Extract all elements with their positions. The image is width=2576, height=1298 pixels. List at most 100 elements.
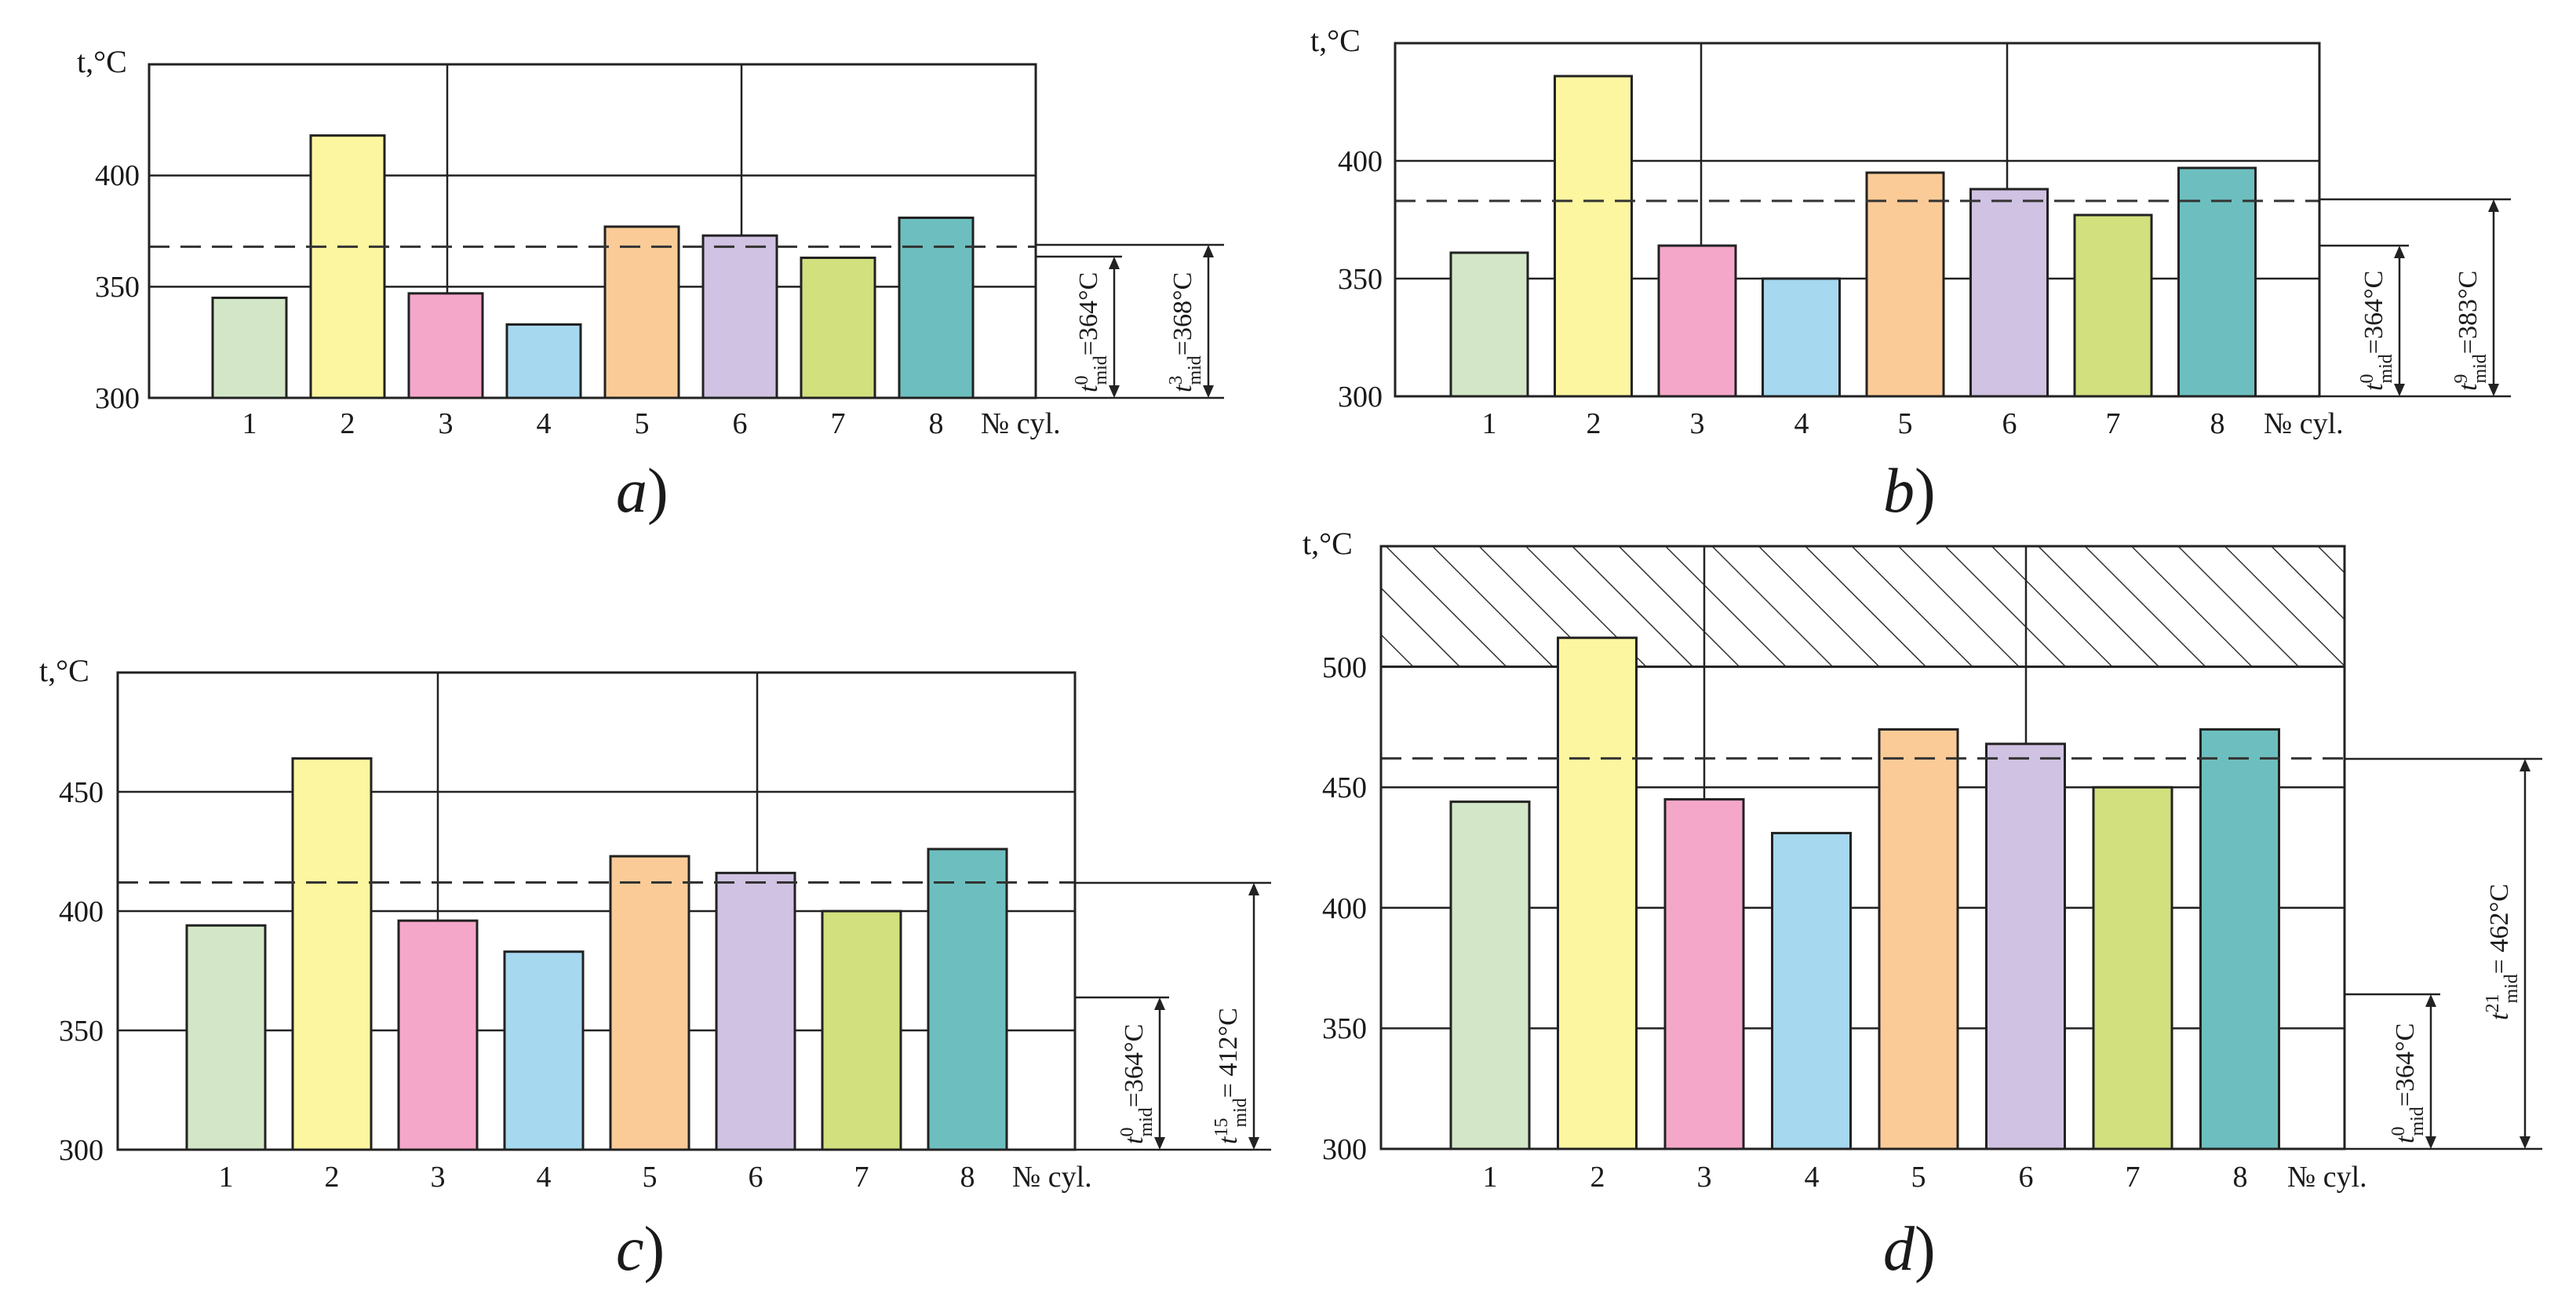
panel-a-annotation-text: =364°C xyxy=(1074,272,1103,355)
panel-c-label: c) xyxy=(616,1215,665,1284)
panel-a-xtick-labels: 1 2 3 4 5 6 7 8 xyxy=(242,407,944,440)
panel-b-bar-cyl-1 xyxy=(1449,251,1529,398)
panel-c-ytick-labels: 300 350 400 450 xyxy=(59,776,104,1167)
panel-b-ytick-label: 300 xyxy=(1338,381,1383,414)
panel-a-xtick-label: 6 xyxy=(733,407,748,440)
panel-d-arrowhead xyxy=(2520,1136,2530,1149)
panel-a-bar-cyl-4 xyxy=(505,323,582,399)
panel-b-label-paren: ) xyxy=(1915,457,1936,526)
panel-a-annotation-mean: t3mid=368°C xyxy=(1166,272,1205,392)
panel-d-grid-layer xyxy=(1381,546,2345,1149)
panel-d-ytick-label: 300 xyxy=(1322,1133,1367,1166)
panel-d-arrowhead xyxy=(2520,759,2530,771)
panel-c-arrowhead xyxy=(1154,997,1165,1010)
panel-d-annotation-sup: 21 xyxy=(2483,994,2503,1013)
panel-b-annotation-text: =383°C xyxy=(2454,271,2483,354)
panel-b-bar-cyl-4 xyxy=(1762,277,1841,398)
panel-c-ytick-label: 400 xyxy=(59,895,104,928)
panel-b-bar-cyl-7 xyxy=(2073,213,2153,398)
panel-a-arrowhead xyxy=(1203,245,1214,257)
panel-a-annotation-sup: 3 xyxy=(1166,376,1186,385)
panel-c-xtick-label: 4 xyxy=(537,1161,552,1194)
panel-b-xtick-label: 7 xyxy=(2106,407,2121,440)
panel-b-bar-cyl-2 xyxy=(1554,75,1633,398)
panel-a-arrowhead xyxy=(1203,385,1214,398)
panel-a-xtick-label: 7 xyxy=(831,407,846,440)
panel-d-hatched-zone xyxy=(1379,545,2346,669)
panel-c-bar-cyl-4 xyxy=(503,950,585,1151)
panel-a-bar-cyl-6 xyxy=(701,234,778,399)
panel-b-bar-cyl-6 xyxy=(1969,188,2049,398)
panel-b-plot-frame xyxy=(1394,42,2321,398)
panel-c-annotation-sub: mid xyxy=(1136,1107,1157,1136)
panel-b-annotation-baseline-mean: t0mid=364°C xyxy=(2357,271,2396,391)
panel-d-label: d) xyxy=(1883,1215,1936,1284)
panel-a-label: a) xyxy=(616,457,669,526)
panel-d-y-axis-label: t,°C xyxy=(1303,526,1353,561)
panel-d-ytick-label: 350 xyxy=(1322,1012,1367,1045)
panel-d-annotation-text: = 462°C xyxy=(2485,884,2514,974)
panel-d-annotation-sub: mid xyxy=(2501,974,2522,1003)
panel-b-xtick-label: 1 xyxy=(1482,407,1497,440)
panel-a-plot-frame xyxy=(148,63,1037,399)
panel-b-annotation-sup: 9 xyxy=(2451,374,2472,384)
panel-c-ytick-label: 300 xyxy=(59,1134,104,1167)
panel-a-xtick-label: 3 xyxy=(439,407,454,440)
panel-c-xtick-label: 3 xyxy=(431,1161,446,1194)
panel-c-bar-cyl-3 xyxy=(397,919,479,1151)
panel-c-bar-cyl-1 xyxy=(185,924,267,1151)
panel-a-xtick-label: 2 xyxy=(341,407,355,440)
panel-d-annotation-sup: 0 xyxy=(2388,1127,2409,1136)
panel-b: 300 350 400 t,°C 1 2 3 4 5 6 7 8 № cyl. xyxy=(1310,23,2511,526)
panel-c-label-letter: c xyxy=(616,1215,644,1284)
panel-d-annotation-sub: mid xyxy=(2407,1107,2428,1136)
panel-a-annotation-sub: mid xyxy=(1091,355,1111,385)
panel-d-arrowhead xyxy=(2425,994,2436,1007)
panel-d-annotations: t0mid=364°C t21mid= 462°C xyxy=(2345,757,2542,1150)
panel-a-annotation-symbol: t xyxy=(1074,384,1103,392)
panel-c-annotation-text: = 412°C xyxy=(1214,1008,1243,1098)
panel-c-xtick-label: 8 xyxy=(960,1161,975,1194)
panel-b-bars-layer xyxy=(1449,75,2257,398)
panel-a-x-axis-label: № cyl. xyxy=(981,407,1061,440)
panel-c-arrowhead xyxy=(1154,1137,1165,1150)
panel-a-arrowhead xyxy=(1109,257,1120,269)
panel-d-arrowhead xyxy=(2425,1136,2436,1149)
panel-b-label-letter: b xyxy=(1883,457,1915,526)
panel-a-bar-cyl-1 xyxy=(211,297,288,399)
panel-a-bar-cyl-8 xyxy=(898,217,975,399)
panel-c-xtick-label: 1 xyxy=(219,1161,234,1194)
panel-d-xtick-label: 7 xyxy=(2126,1161,2141,1194)
panel-a-ytick-label: 300 xyxy=(95,382,140,415)
panel-a-ytick-label: 400 xyxy=(95,159,140,192)
panel-c-x-axis-label: № cyl. xyxy=(1012,1161,1092,1194)
panel-a-xtick-label: 5 xyxy=(635,407,650,440)
panel-a-annotation-sup: 0 xyxy=(1072,376,1092,385)
panel-b-y-axis-label: t,°C xyxy=(1310,23,1361,58)
panel-d-annotation-symbol: t xyxy=(2391,1135,2420,1143)
panel-b-annotations: t0mid=364°C t9mid=383°C xyxy=(2319,198,2511,398)
panel-d-xtick-labels: 1 2 3 4 5 6 7 8 xyxy=(1483,1161,2248,1194)
panel-d-annotation-baseline-mean: t0mid=364°C xyxy=(2388,1023,2428,1143)
panel-a-arrowhead xyxy=(1109,385,1120,398)
panel-d-xtick-label: 3 xyxy=(1697,1161,1712,1194)
panel-c-annotation-sup: 15 xyxy=(1211,1118,1232,1137)
panel-a-annotation-symbol: t xyxy=(1168,384,1197,392)
panel-a-annotation-text: =368°C xyxy=(1168,272,1197,355)
panel-b-annotation-sub: mid xyxy=(2470,354,2490,383)
panel-a-annotations: t0mid=364°C t3mid=368°C xyxy=(1036,243,1224,399)
panel-b-bar-cyl-5 xyxy=(1865,171,1945,398)
panel-d-x-axis-label: № cyl. xyxy=(2287,1161,2367,1194)
panel-d-annotation-mean: t21mid= 462°C xyxy=(2483,884,2522,1020)
panel-d-xtick-label: 6 xyxy=(2019,1161,2034,1194)
panel-a-label-paren: ) xyxy=(647,457,669,526)
panel-c-ytick-label: 450 xyxy=(59,776,104,809)
panel-d-plot-frame xyxy=(1379,545,2346,1150)
panel-c-annotation-baseline-mean: t0mid=364°C xyxy=(1117,1024,1157,1144)
panel-d-ytick-label: 400 xyxy=(1322,892,1367,925)
panel-d-xtick-label: 5 xyxy=(1911,1161,1926,1194)
panel-c-xtick-label: 2 xyxy=(325,1161,340,1194)
panel-c-annotation-text: =364°C xyxy=(1120,1024,1149,1107)
panel-c-xtick-label: 7 xyxy=(854,1161,869,1194)
